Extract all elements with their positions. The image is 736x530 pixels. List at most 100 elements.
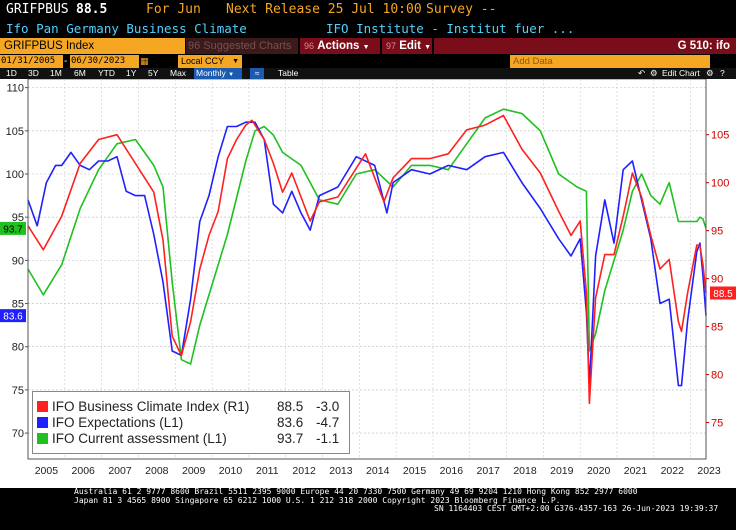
next-release: Next Release 25 Jul 10:00	[226, 2, 422, 17]
ticker: GRIFPBUS	[6, 2, 69, 17]
last-value-tag-label-expectations: 83.6	[3, 312, 23, 323]
legend-last-expectations: 83.6	[277, 415, 304, 430]
series-line-climate[interactable]	[27, 114, 707, 405]
table-button[interactable]: Table	[278, 68, 299, 78]
period-6m[interactable]: 6M	[74, 68, 86, 78]
toolbar: GRIFPBUS Index 96 Suggested Charts 96 Ac…	[0, 38, 736, 54]
last-value: 88.5	[76, 2, 108, 17]
edit-number: 97	[386, 41, 397, 51]
left-tick-label: 105	[6, 126, 24, 138]
page-code-label: G 510: ifo	[677, 40, 730, 52]
index-field-label: GRIFPBUS Index	[4, 40, 95, 52]
left-tick-label: 110	[6, 83, 24, 95]
edit-label: Edit	[399, 40, 421, 52]
gear-icon[interactable]: ⚙	[650, 68, 658, 78]
x-tick-label: 2010	[219, 465, 243, 477]
calendar-icon[interactable]: ▦	[140, 56, 149, 66]
chevron-down-icon: ▼	[424, 44, 432, 51]
legend-label-expectations: IFO Expectations (L1)	[52, 415, 184, 430]
x-tick-label: 2021	[624, 465, 648, 477]
actions-button[interactable]: 96 Actions ▼	[300, 38, 380, 54]
security-header: GRIFPBUS 88.5 For Jun Next Release 25 Ju…	[0, 0, 736, 20]
page-code: G 510: ifo	[678, 38, 730, 54]
legend-swatch-current	[37, 433, 48, 444]
add-data-placeholder: Add Data	[513, 56, 553, 67]
x-tick-label: 2011	[256, 465, 279, 477]
legend-item-current[interactable]: IFO Current assessment (L1) 93.7 -1.1	[37, 431, 349, 447]
footer: Australia 61 2 9777 8600 Brazil 5511 239…	[0, 487, 736, 530]
right-tick-label: 80	[711, 370, 723, 382]
security-description: Ifo Pan Germany Business Climate IFO Ins…	[0, 20, 736, 38]
add-data-input[interactable]: Add Data	[510, 55, 710, 68]
start-date-input[interactable]: 01/31/2005	[0, 55, 63, 68]
currency-select[interactable]: Local CCY ▼	[178, 55, 242, 68]
footer-line-2: Japan 81 3 4565 8900 Singapore 65 6212 1…	[74, 495, 561, 505]
x-tick-label: 2015	[403, 465, 427, 477]
footer-line-1: Australia 61 2 9777 8600 Brazil 5511 239…	[74, 487, 638, 496]
left-tick-label: 70	[12, 428, 24, 440]
legend-last-climate: 88.5	[277, 399, 304, 414]
legend-label-climate: IFO Business Climate Index (R1)	[52, 399, 250, 414]
left-tick-label: 100	[6, 169, 24, 181]
edit-chart-button[interactable]: Edit Chart	[662, 68, 700, 78]
chevron-down-icon: ▼	[232, 58, 239, 65]
legend-change-current: -1.1	[316, 431, 340, 446]
end-date-input[interactable]: 06/30/2023	[70, 55, 139, 68]
x-tick-label: 2018	[513, 465, 537, 477]
suggested-charts-button[interactable]: 96 Suggested Charts	[186, 38, 298, 54]
settings-icon[interactable]: ⚙	[706, 68, 714, 78]
suggested-charts-label: Suggested Charts	[203, 40, 292, 52]
right-tick-label: 90	[711, 274, 723, 286]
undo-icon[interactable]: ↶	[638, 68, 646, 78]
x-tick-label: 2006	[72, 465, 96, 477]
survey: Survey --	[426, 2, 497, 17]
right-tick-label: 105	[711, 130, 729, 142]
help-icon[interactable]: ?	[720, 68, 725, 78]
toolbar-filler	[434, 38, 736, 54]
left-tick-label: 90	[12, 255, 24, 267]
index-name: Ifo Pan Germany Business Climate	[6, 21, 247, 36]
period-ytd[interactable]: YTD	[98, 68, 115, 78]
line-chart-icon[interactable]: ≈	[250, 68, 264, 79]
frequency-select[interactable]: Monthly ▼	[194, 68, 242, 79]
tick-labels: 70 75 80 85 90 95 100 105 110 75 80 85 90 95 100 105 200…	[6, 83, 730, 477]
legend-item-expectations[interactable]: IFO Expectations (L1) 83.6 -4.7	[37, 415, 349, 431]
period-controls: 1D 3D 1M 6M YTD 1Y 5Y Max Monthly ▼ ≈ Ta…	[0, 68, 736, 79]
legend-last-current: 93.7	[277, 431, 304, 446]
legend-label-current: IFO Current assessment (L1)	[52, 431, 227, 446]
period-3d[interactable]: 3D	[28, 68, 39, 78]
chevron-down-icon: ▼	[362, 44, 370, 51]
range-dash: -	[64, 56, 68, 67]
start-date: 01/31/2005	[1, 56, 56, 66]
chevron-down-icon: ▼	[228, 72, 235, 78]
left-tick-label: 85	[12, 299, 24, 311]
actions-label: Actions	[317, 40, 360, 52]
index-source: IFO Institute - Institut fuer ...	[326, 21, 575, 36]
right-tick-label: 95	[711, 226, 723, 238]
period-1d[interactable]: 1D	[6, 68, 17, 78]
currency-label: Local CCY	[181, 56, 225, 66]
period-5y[interactable]: 5Y	[148, 68, 159, 78]
period-1m[interactable]: 1M	[50, 68, 62, 78]
period-max[interactable]: Max	[170, 68, 187, 78]
x-tick-label: 2014	[366, 465, 390, 477]
edit-button[interactable]: 97 Edit ▼	[382, 38, 432, 54]
last-value-tag-climate	[710, 286, 736, 300]
x-tick-label: 2017	[477, 465, 501, 477]
left-tick-label: 95	[12, 212, 24, 224]
legend-change-expectations: -4.7	[316, 415, 340, 430]
x-tick-label: 2009	[182, 465, 206, 477]
x-tick-label: 2020	[587, 465, 611, 477]
legend-item-climate[interactable]: IFO Business Climate Index (R1) 88.5 -3.…	[37, 399, 349, 415]
series-line-current[interactable]	[27, 108, 707, 365]
axes	[27, 79, 707, 460]
x-tick-label: 2008	[145, 465, 169, 477]
x-tick-label: 2007	[108, 465, 132, 477]
series-line-expectations[interactable]	[27, 121, 707, 387]
frequency-label: Monthly	[196, 68, 226, 78]
actions-number: 96	[304, 41, 315, 51]
series-lines	[27, 108, 707, 405]
index-field[interactable]: GRIFPBUS Index	[0, 38, 185, 54]
x-tick-label: 2022	[661, 465, 685, 477]
period-1y[interactable]: 1Y	[126, 68, 137, 78]
